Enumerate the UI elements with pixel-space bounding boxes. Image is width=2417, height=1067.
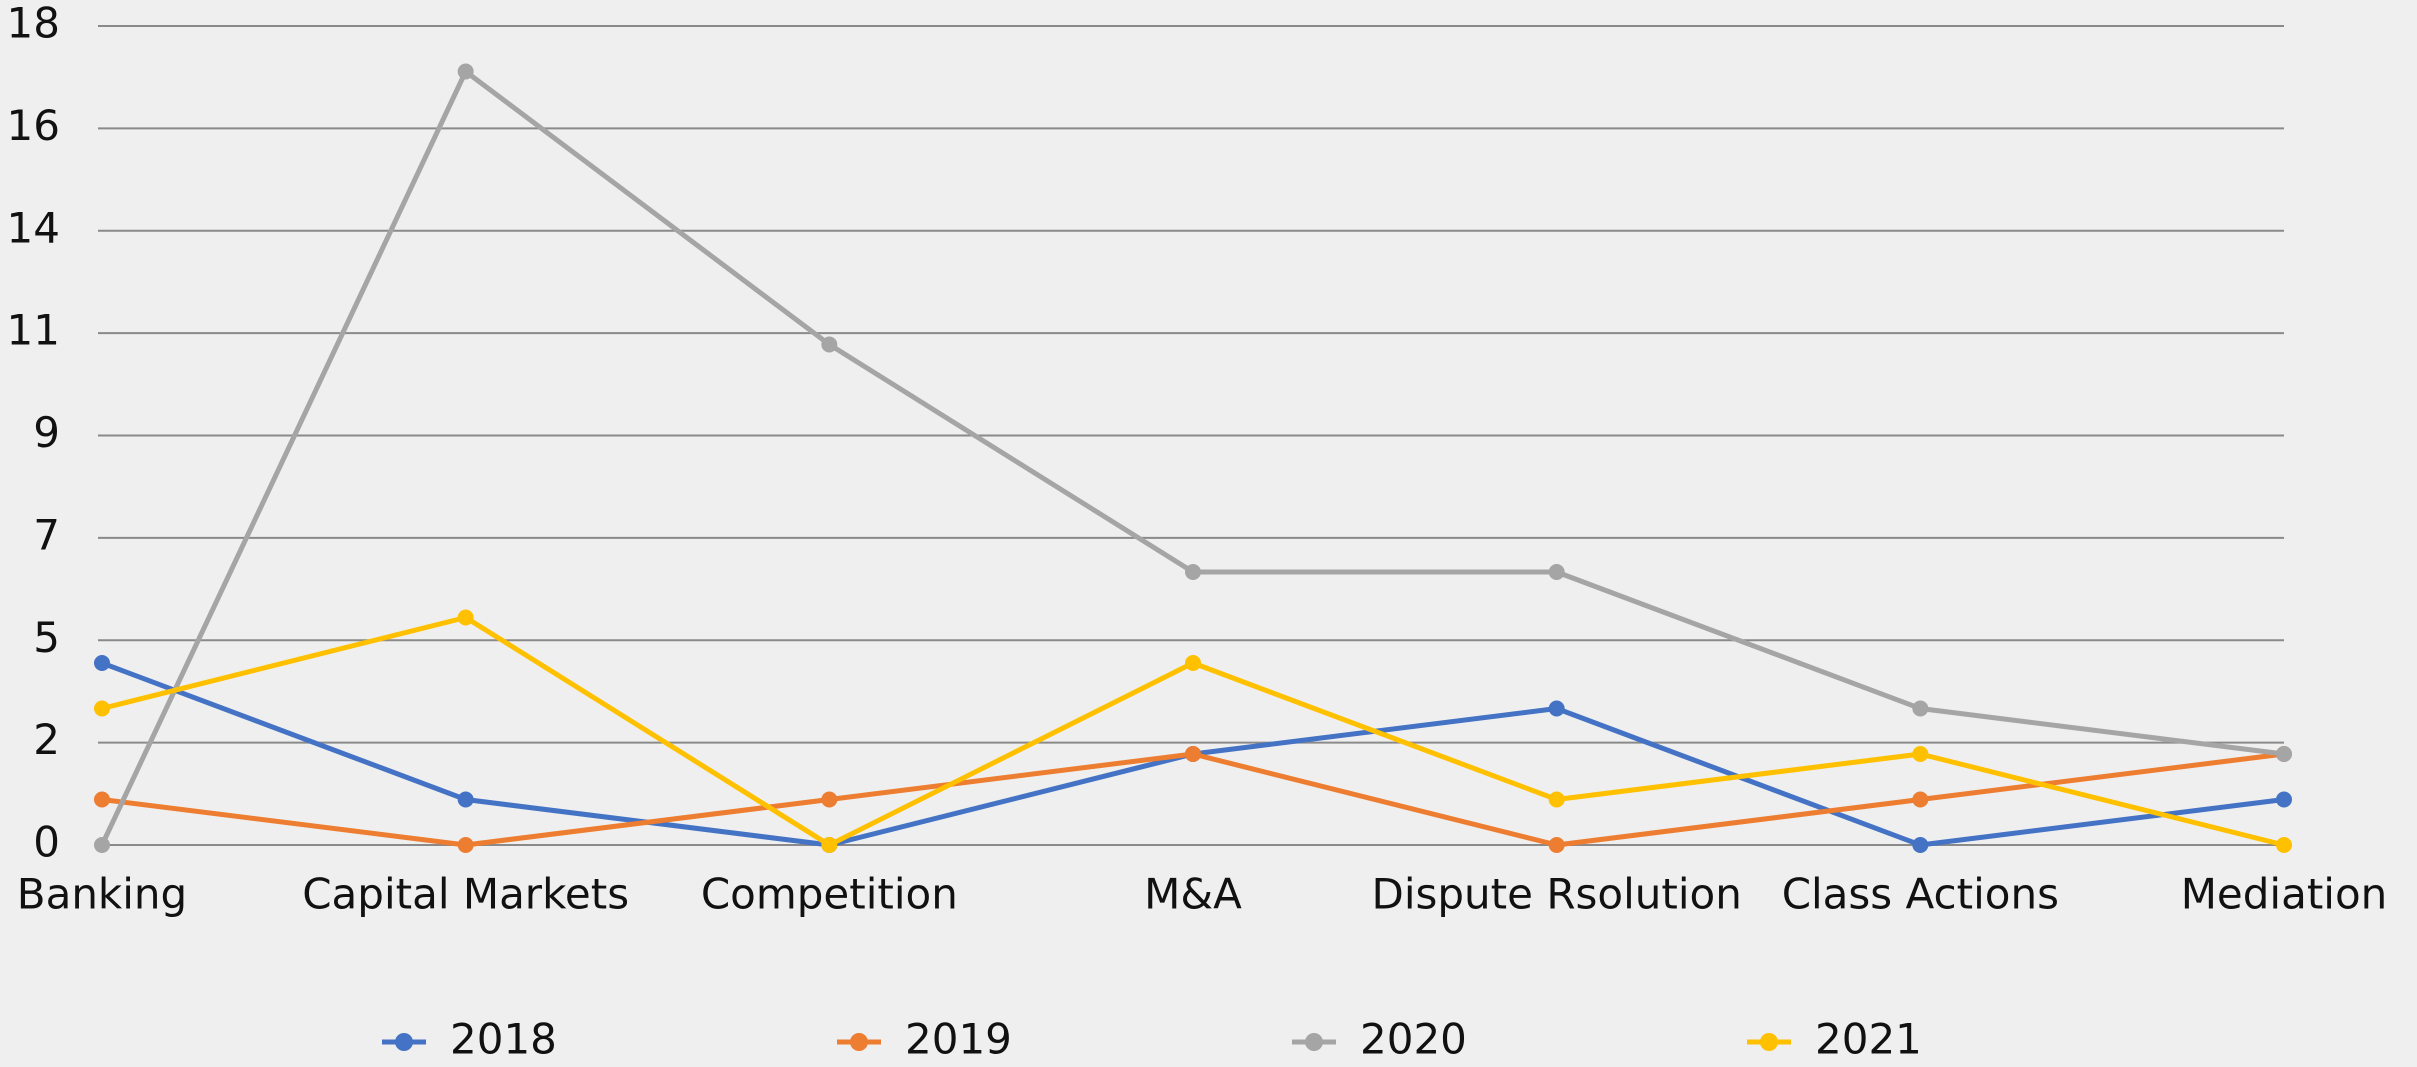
- x-tick-label: Capital Markets: [302, 870, 629, 919]
- point: [821, 837, 838, 853]
- y-tick-label: 7: [33, 510, 60, 559]
- point: [94, 700, 110, 717]
- point: [457, 791, 474, 808]
- point: [1912, 700, 1929, 717]
- point: [2276, 791, 2292, 808]
- point: [1912, 837, 1929, 853]
- legend-marker: [850, 1033, 868, 1051]
- x-tick-label: Banking: [17, 870, 187, 919]
- point: [1912, 791, 1929, 808]
- point: [1548, 564, 1565, 580]
- y-tick-label: 0: [33, 818, 60, 867]
- legend-label: 2021: [1815, 1015, 1922, 1064]
- point: [1548, 837, 1565, 853]
- point: [457, 837, 474, 853]
- point: [94, 791, 110, 808]
- point: [1912, 746, 1929, 762]
- legend-label: 2019: [905, 1015, 1012, 1064]
- y-tick-label: 9: [33, 408, 60, 457]
- point: [1185, 746, 1201, 762]
- point: [2276, 837, 2292, 853]
- legend-label: 2018: [450, 1015, 557, 1064]
- legend-marker: [1305, 1033, 1323, 1051]
- y-tick-label: 5: [33, 613, 60, 662]
- point: [821, 791, 838, 808]
- point: [2276, 746, 2292, 762]
- point: [1185, 655, 1201, 671]
- point: [457, 63, 474, 80]
- legend-label: 2020: [1360, 1015, 1467, 1064]
- legend-marker: [395, 1033, 413, 1051]
- x-tick-label: Competition: [701, 870, 958, 919]
- y-tick-label: 18: [7, 0, 60, 48]
- y-tick-label: 14: [7, 203, 60, 252]
- point: [94, 655, 110, 671]
- y-tick-label: 11: [7, 306, 60, 355]
- y-tick-label: 2: [33, 715, 60, 764]
- x-tick-label: Dispute Rsolution: [1371, 870, 1741, 919]
- point: [457, 609, 474, 626]
- legend-marker: [1760, 1033, 1778, 1051]
- point: [1185, 564, 1201, 580]
- x-tick-label: Mediation: [2181, 870, 2388, 919]
- point: [94, 837, 110, 853]
- x-tick-label: Class Actions: [1782, 870, 2059, 919]
- point: [821, 336, 838, 353]
- point: [1548, 791, 1565, 808]
- point: [1548, 700, 1565, 717]
- y-tick-label: 16: [7, 101, 60, 150]
- x-tick-label: M&A: [1144, 870, 1242, 919]
